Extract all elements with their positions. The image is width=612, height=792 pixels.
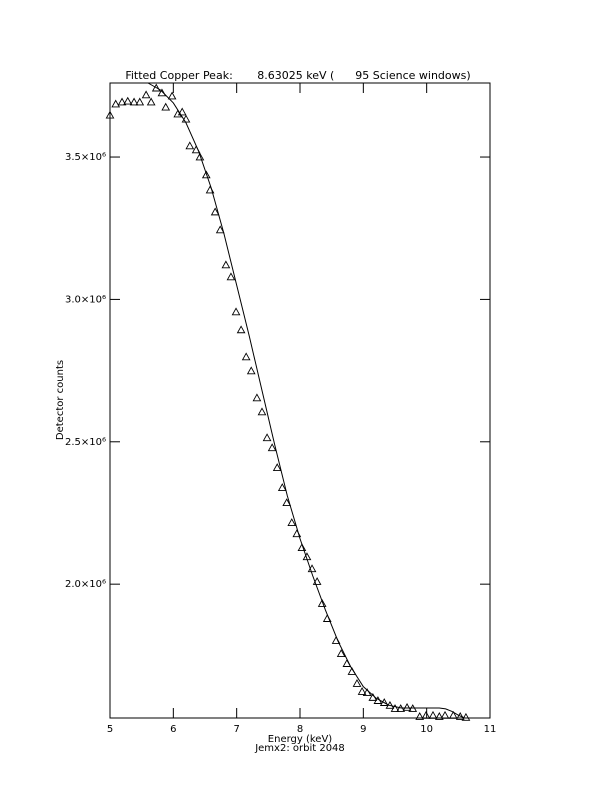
data-point	[135, 97, 145, 106]
y-axis-label: Detector counts	[55, 360, 66, 440]
data-point	[357, 686, 367, 695]
data-point	[252, 393, 262, 402]
data-point	[215, 225, 225, 234]
data-point	[105, 110, 115, 119]
subtitle: Jemx2: orbit 2048	[254, 743, 345, 754]
data-point	[231, 307, 241, 316]
x-tick-label: 7	[233, 724, 239, 735]
data-point	[257, 407, 267, 416]
data-point	[461, 712, 471, 721]
data-point	[262, 433, 272, 442]
y-tick-label: 2.5×10⁶	[65, 437, 106, 448]
y-tick-label: 2.0×10⁶	[65, 579, 106, 590]
x-tick-label: 6	[170, 724, 176, 735]
data-point	[117, 97, 127, 106]
data-point	[185, 141, 195, 150]
data-point	[379, 698, 389, 706]
data-point	[434, 712, 444, 720]
data-point	[390, 704, 400, 712]
data-point	[440, 710, 450, 719]
data-point	[317, 599, 327, 607]
data-point	[201, 170, 211, 179]
data-point	[421, 710, 431, 719]
data-point	[428, 710, 438, 719]
data-point	[402, 702, 412, 711]
data-point	[111, 99, 121, 108]
data-point	[297, 543, 307, 552]
data-point	[195, 152, 205, 161]
data-point	[161, 102, 171, 111]
x-tick-label: 10	[420, 724, 433, 735]
x-tick-label: 11	[484, 724, 497, 735]
data-point	[123, 96, 133, 105]
data-point	[146, 97, 156, 106]
data-point	[336, 649, 346, 657]
y-tick-label: 3.0×10⁶	[65, 294, 106, 305]
data-point	[226, 272, 236, 281]
data-point	[210, 207, 220, 216]
data-point	[241, 352, 251, 361]
data-point	[141, 90, 151, 99]
data-point	[167, 91, 177, 100]
data-point	[277, 483, 287, 491]
data-point	[448, 710, 458, 719]
y-tick-label: 3.5×10⁶	[65, 152, 106, 163]
x-tick-label: 5	[107, 724, 113, 735]
chart-title: Fitted Copper Peak: 8.63025 keV ( 95 Sci…	[125, 69, 470, 82]
x-axis-label: Energy (keV)	[268, 734, 333, 745]
x-tick-label: 8	[297, 724, 303, 735]
data-point	[352, 679, 362, 687]
fit-line	[147, 82, 465, 719]
data-point	[177, 107, 187, 116]
data-point	[151, 83, 161, 92]
data-point	[129, 97, 139, 106]
data-point	[282, 498, 292, 507]
data-point	[287, 518, 297, 526]
data-point	[312, 577, 322, 585]
x-tick-label: 9	[360, 724, 366, 735]
data-point	[455, 712, 465, 720]
data-point	[236, 325, 246, 334]
data-point	[246, 366, 256, 375]
data-point	[221, 260, 231, 269]
data-point	[272, 463, 282, 472]
data-point	[267, 443, 277, 452]
data-point	[415, 712, 425, 720]
